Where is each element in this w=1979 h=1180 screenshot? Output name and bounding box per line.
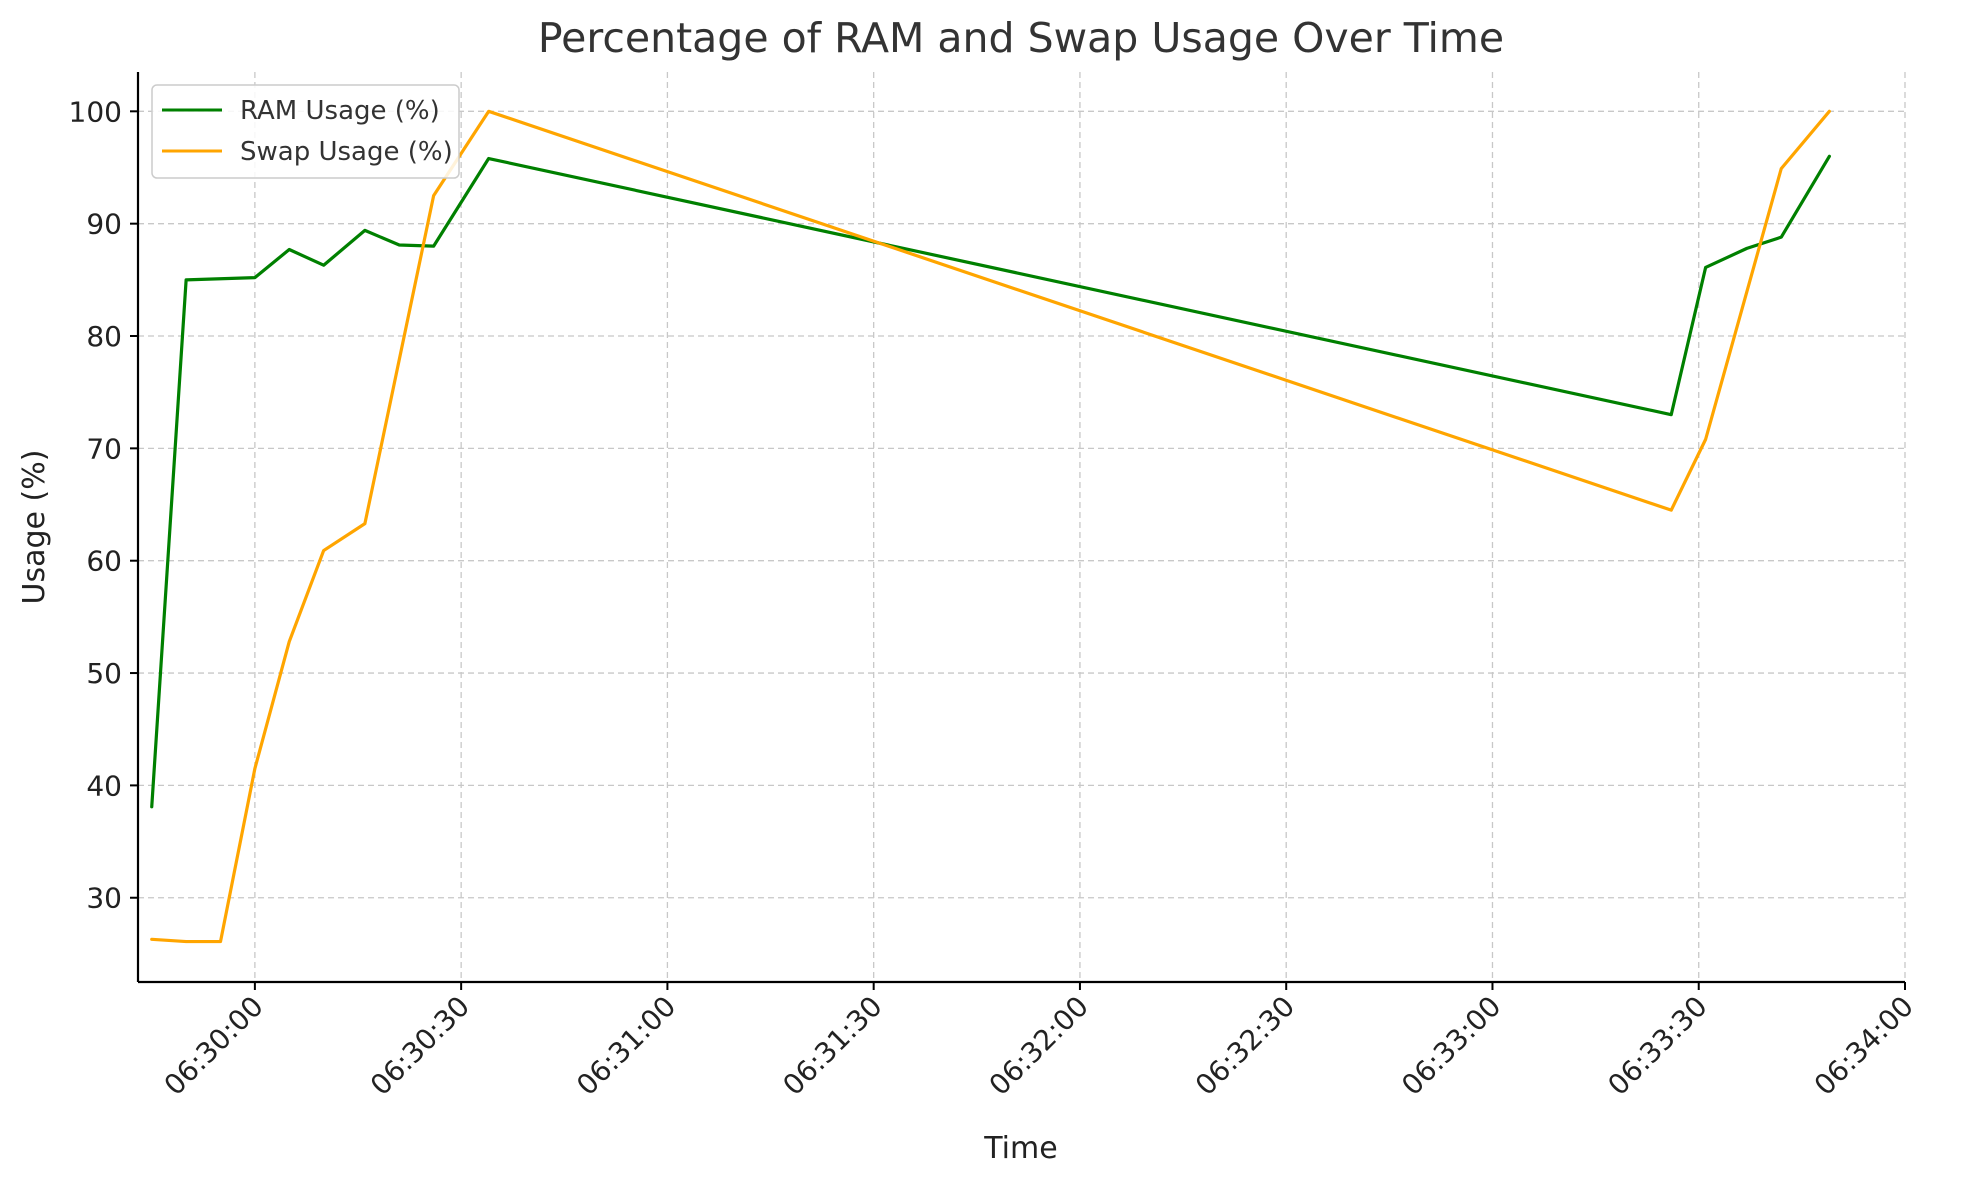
y-tick-label: 70 xyxy=(86,432,122,465)
legend: RAM Usage (%) Swap Usage (%) xyxy=(151,84,460,179)
x-axis-label: Time xyxy=(983,1131,1057,1166)
y-axis-ticks: 30 40 50 60 70 80 90 100 xyxy=(69,95,138,915)
legend-box xyxy=(151,84,460,179)
y-tick-label: 50 xyxy=(86,657,122,690)
y-tick-label: 80 xyxy=(86,320,122,353)
y-tick-label: 90 xyxy=(86,208,122,241)
legend-entry-ram: RAM Usage (%) xyxy=(240,96,440,126)
y-tick-label: 100 xyxy=(69,95,122,128)
y-tick-label: 60 xyxy=(86,545,122,578)
legend-entry-swap: Swap Usage (%) xyxy=(240,137,453,167)
grid-lines xyxy=(138,72,1906,982)
y-tick-label: 40 xyxy=(86,769,122,802)
y-axis-label: Usage (%) xyxy=(17,450,52,605)
chart-title: Percentage of RAM and Swap Usage Over Ti… xyxy=(538,14,1504,62)
series-line-ram-usage xyxy=(150,154,1831,809)
series-layer xyxy=(150,109,1831,944)
y-tick-label: 30 xyxy=(86,882,122,915)
